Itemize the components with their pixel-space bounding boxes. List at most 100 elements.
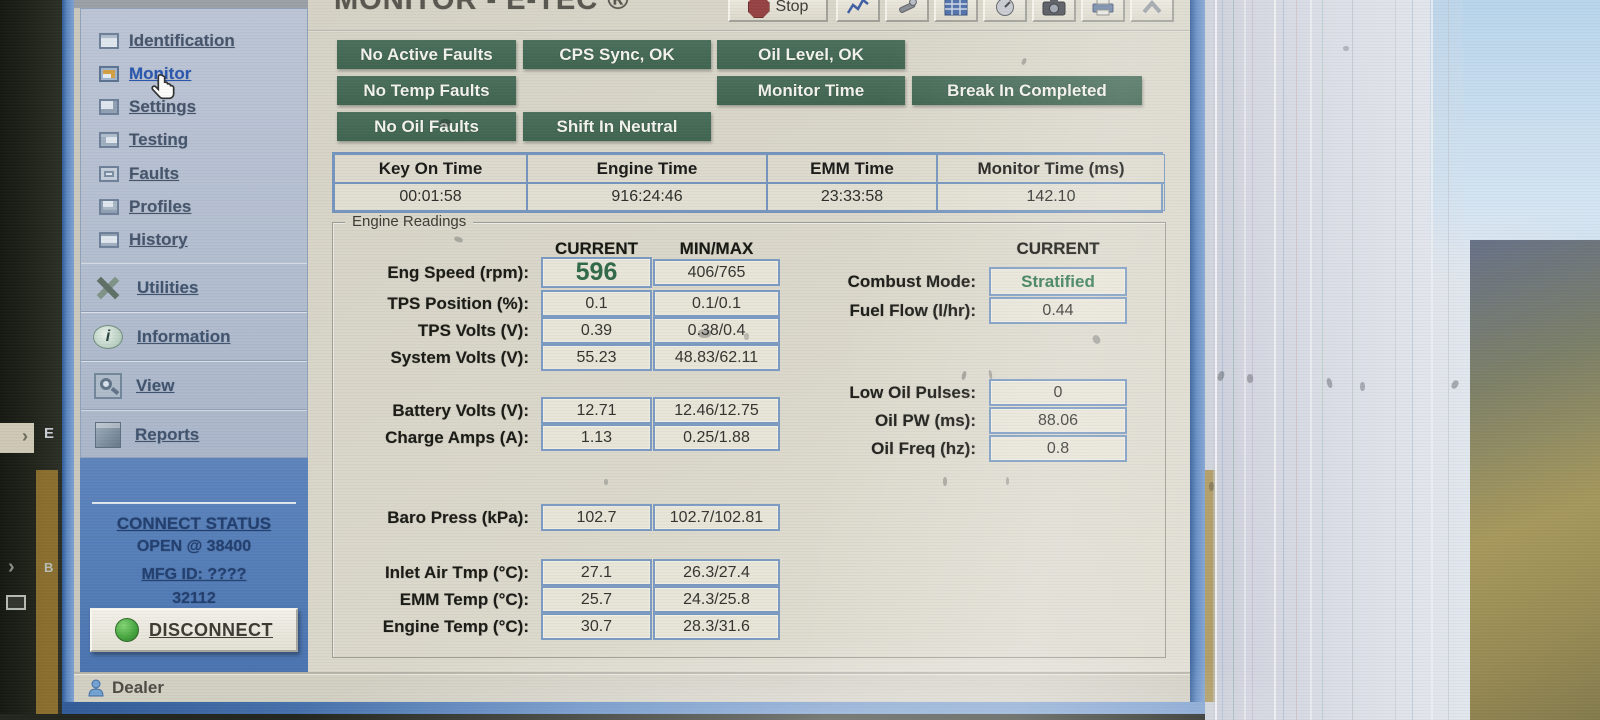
reading-value: 0.8 [989,435,1127,462]
sidebar-item-view[interactable]: View [81,361,307,410]
reading-minmax: 48.83/62.11 [653,344,780,371]
sidebar-item-label: History [129,230,188,249]
sidebar: Identification Monitor Settings Testing … [80,8,308,459]
taskbar-window-icon [6,595,26,610]
hand-cursor-icon [151,73,175,100]
sidebar-item-reports[interactable]: Reports [81,410,307,459]
reading-current: 30.7 [541,613,652,640]
reading-label: Inlet Air Tmp (°C): [384,562,529,582]
toolbar-button[interactable] [1130,0,1174,22]
engine-readings-group: Engine Readings CURRENT MIN/MAX Eng Spee… [332,213,1166,658]
toolbar-button[interactable] [885,0,929,22]
toolbar-button[interactable] [934,0,978,22]
streak-line [1215,0,1217,720]
streak-line [1252,0,1253,720]
reading-current: 1.13 [541,424,652,451]
reading-minmax: 406/765 [653,259,780,286]
status-badge: No Oil Faults [337,112,516,141]
monitor-page: MONITOR - E-TEC ® Stop No Active Faul [308,0,1190,672]
dust-speck [1006,477,1009,485]
stop-button[interactable]: Stop [728,0,828,22]
streak-line [1431,0,1433,720]
window-border-left [62,0,74,714]
reading-label: Charge Amps (A): [385,427,529,447]
dust-speck [744,333,749,340]
time-table: Key On Time Engine Time EMM Time Monitor… [332,152,1165,213]
table-header: Monitor Time (ms) [937,154,1165,183]
reading-minmax: 102.7/102.81 [653,504,780,531]
background-window-fragment [0,423,34,453]
sidebar-item-testing[interactable]: Testing [81,124,307,156]
sidebar-item-monitor[interactable]: Monitor [81,58,307,90]
statusbar: Dealer [74,672,1190,702]
printer-icon [1092,0,1114,16]
chevron-right-icon: › [22,426,28,446]
reading-label: TPS Volts (V): [417,320,529,340]
sidebar-item-settings[interactable]: Settings [81,91,307,123]
screen-bottom-edge [0,714,1205,720]
window-frame-top [74,0,308,8]
stop-button-label: Stop [775,0,809,15]
wallpaper-fragment [1470,240,1600,720]
reading-minmax: 0.25/1.88 [653,424,780,451]
profiles-icon [99,199,119,215]
sidebar-item-label: Testing [129,130,189,149]
status-badge: No Active Faults [337,40,516,69]
sidebar-item-label: Identification [129,31,235,50]
reading-minmax: 28.3/31.6 [653,613,780,640]
reading-minmax: 26.3/27.4 [653,559,780,586]
streak-line [1233,0,1234,720]
stop-octagon-icon [747,0,770,18]
table-value: 142.10 [937,183,1165,211]
table-header: EMM Time [767,154,937,183]
desktop-right-area [1205,0,1600,720]
status-badge: No Temp Faults [337,76,516,105]
connect-status-panel: CONNECT STATUS OPEN @ 38400 MFG ID: ????… [80,458,308,672]
toolbar-button[interactable] [1032,0,1076,22]
dealer-user-icon [88,679,104,697]
reading-current: 25.7 [541,586,652,613]
toolbar-button[interactable] [836,0,880,22]
faults-icon [99,166,119,182]
streak-line [1310,0,1312,720]
sidebar-item-identification[interactable]: Identification [81,25,307,57]
statusbar-user-label: Dealer [112,678,164,697]
reading-current: 0.1 [541,290,652,317]
toolbar-separator [308,30,1190,32]
sidebar-item-profiles[interactable]: Profiles [81,191,307,223]
streak-line [1372,0,1373,720]
dust-speck [698,329,711,338]
streak-line [1448,0,1449,720]
dust-speck [1360,382,1365,391]
sidebar-item-information[interactable]: i Information [81,312,307,361]
status-badge: Break In Completed [912,76,1142,105]
reading-label: Fuel Flow (l/hr): [849,300,976,320]
sidebar-item-faults[interactable]: Faults [81,158,307,190]
toolbar-button[interactable] [1081,0,1125,22]
identification-icon [99,33,119,49]
status-badge: CPS Sync, OK [523,40,711,69]
connect-status-value: OPEN @ 38400 [136,538,252,555]
reading-minmax: 12.46/12.75 [653,397,780,424]
chart-icon [847,0,869,14]
streak-line [1395,0,1396,720]
reading-label: Engine Temp (°C): [382,616,529,636]
reading-current: 596 [541,257,652,288]
collapse-chevron-icon [1142,0,1162,14]
toolbar-button[interactable] [983,0,1027,22]
reading-label: Combust Mode: [847,271,976,291]
testing-icon [99,132,119,148]
streak-line [1322,0,1323,720]
reading-minmax: 0.1/0.1 [653,290,780,317]
reading-label: Battery Volts (V): [392,400,529,420]
mfg-id-title: MFG ID: ???? [141,566,247,583]
status-badge: Oil Level, OK [717,40,905,69]
reading-label: Low Oil Pulses: [849,382,976,402]
sidebar-item-utilities[interactable]: Utilities [81,263,307,312]
sidebar-item-history[interactable]: History [81,224,307,256]
reading-current: 0.39 [541,317,652,344]
reading-value: Stratified [989,267,1127,296]
wallpaper-stripe [36,470,58,714]
disconnect-button[interactable]: DISCONNECT [90,608,298,652]
